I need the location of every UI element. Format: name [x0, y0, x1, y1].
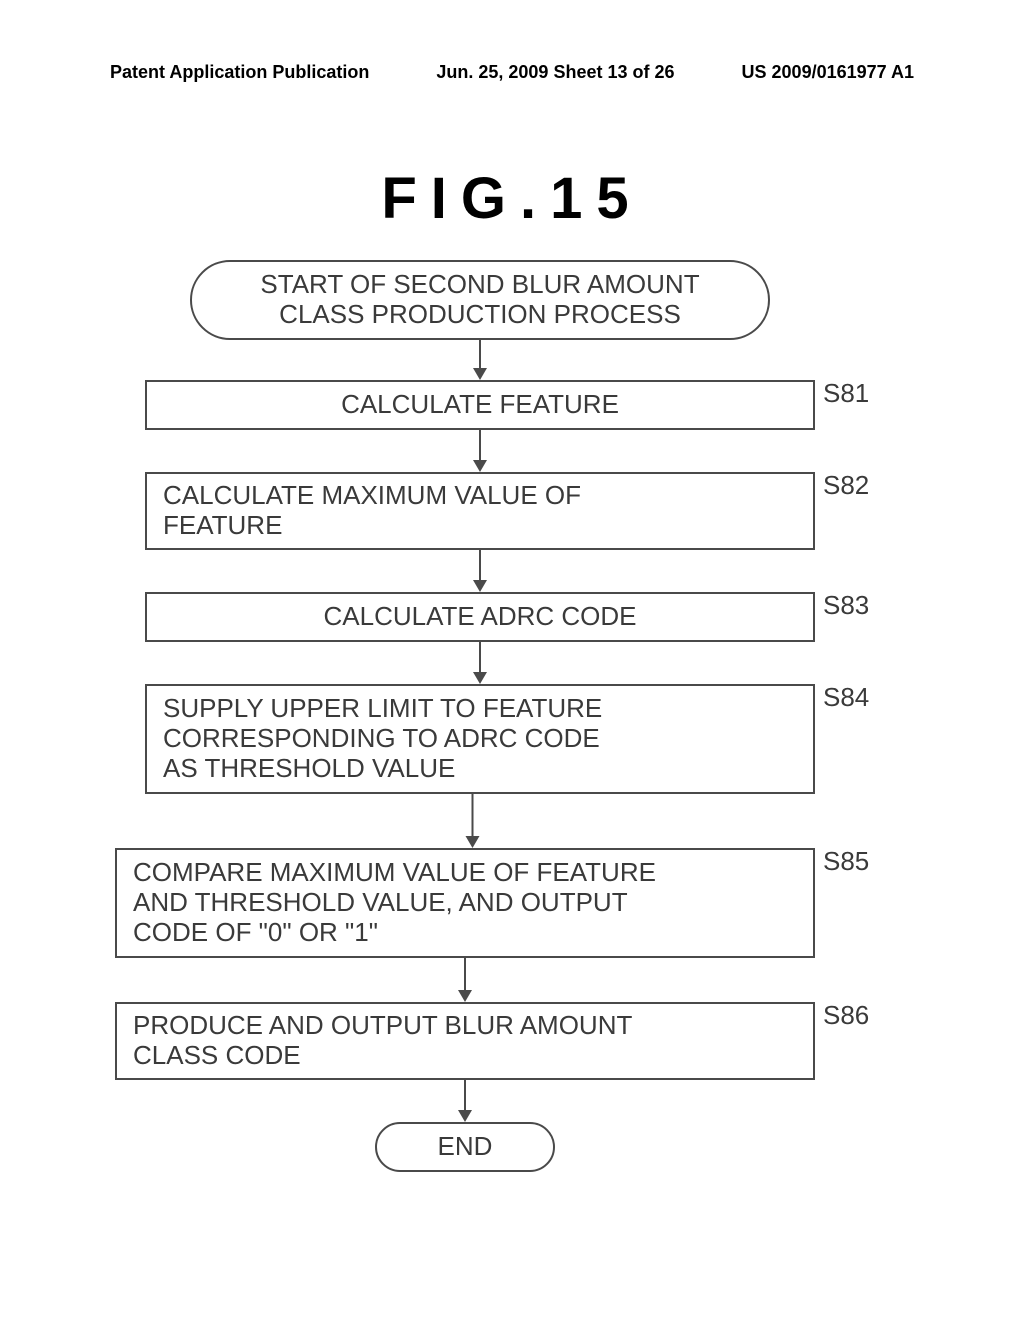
header-right: US 2009/0161977 A1	[742, 62, 914, 83]
flow-node-s84: SUPPLY UPPER LIMIT TO FEATURECORRESPONDI…	[145, 684, 815, 794]
step-label-s85: S85	[823, 846, 869, 877]
step-label-s82: S82	[823, 470, 869, 501]
flow-node-text: COMPARE MAXIMUM VALUE OF FEATUREAND THRE…	[133, 858, 656, 948]
flow-node-s81: CALCULATE FEATURE	[145, 380, 815, 430]
step-label-s84: S84	[823, 682, 869, 713]
flow-node-end: END	[375, 1122, 555, 1172]
flow-node-text: CALCULATE FEATURE	[341, 390, 619, 420]
flow-node-text: SUPPLY UPPER LIMIT TO FEATURECORRESPONDI…	[163, 694, 602, 784]
figure-title: FIG.15	[0, 165, 1024, 232]
flow-node-s85: COMPARE MAXIMUM VALUE OF FEATUREAND THRE…	[115, 848, 815, 958]
header-left: Patent Application Publication	[110, 62, 369, 83]
header-mid: Jun. 25, 2009 Sheet 13 of 26	[369, 62, 741, 83]
step-label-s81: S81	[823, 378, 869, 409]
flow-node-s83: CALCULATE ADRC CODE	[145, 592, 815, 642]
flow-node-s86: PRODUCE AND OUTPUT BLUR AMOUNTCLASS CODE	[115, 1002, 815, 1080]
flow-node-text: CALCULATE MAXIMUM VALUE OFFEATURE	[163, 481, 581, 541]
page-header: Patent Application Publication Jun. 25, …	[0, 62, 1024, 83]
flow-node-text: CALCULATE ADRC CODE	[323, 602, 636, 632]
page-root: Patent Application Publication Jun. 25, …	[0, 0, 1024, 1320]
flow-node-text: START OF SECOND BLUR AMOUNTCLASS PRODUCT…	[260, 270, 699, 330]
step-label-s86: S86	[823, 1000, 869, 1031]
flow-node-text: PRODUCE AND OUTPUT BLUR AMOUNTCLASS CODE	[133, 1011, 632, 1071]
flow-node-start: START OF SECOND BLUR AMOUNTCLASS PRODUCT…	[190, 260, 770, 340]
flow-node-text: END	[438, 1132, 493, 1162]
flow-node-s82: CALCULATE MAXIMUM VALUE OFFEATURE	[145, 472, 815, 550]
step-label-s83: S83	[823, 590, 869, 621]
